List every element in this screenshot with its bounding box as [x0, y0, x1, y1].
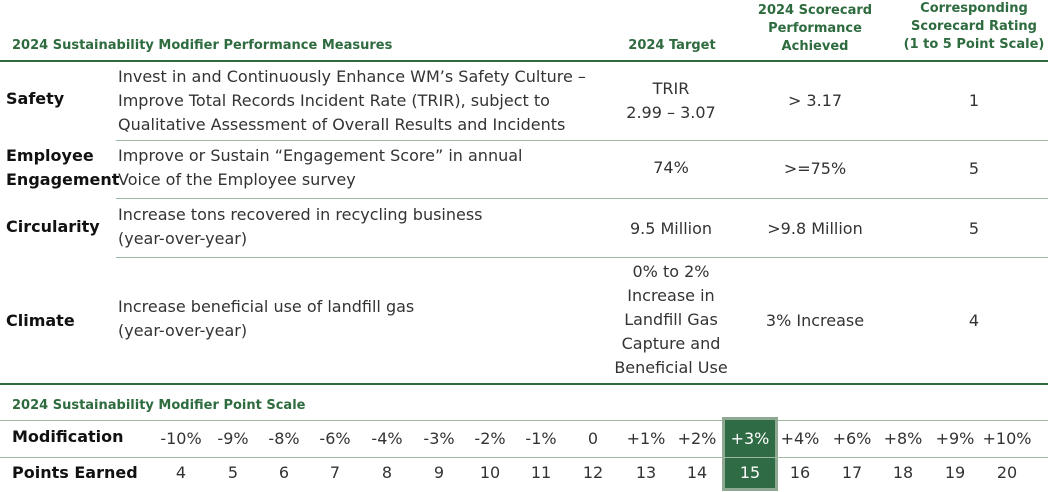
target-value: 0% to 2% Increase in Landfill Gas Captur… — [604, 260, 738, 380]
modification-value: -3% — [423, 429, 455, 448]
section-divider — [0, 383, 1048, 385]
category-line: Engagement — [6, 170, 120, 189]
row-divider — [116, 198, 1048, 199]
category-line: Employee — [6, 146, 94, 165]
points-value: 5 — [227, 463, 239, 482]
description-line: Invest in and Continuously Enhance WM’s … — [118, 67, 586, 86]
performance-header-line: Achieved — [781, 39, 849, 54]
performance-header: 2024 Scorecard Performance Achieved — [748, 2, 882, 56]
measure-description: Invest in and Continuously Enhance WM’s … — [118, 65, 618, 137]
performance-value: 3% Increase — [765, 311, 865, 330]
points-value: 20 — [996, 463, 1018, 482]
category-label: Safety — [6, 89, 65, 108]
rating-header-line: (1 to 5 Point Scale) — [903, 37, 1045, 52]
description-line: (year-over-year) — [118, 321, 248, 340]
modification-value: +1% — [626, 429, 666, 448]
description-line: Increase tons recovered in recycling bus… — [118, 205, 483, 224]
description-line: Increase beneficial use of landfill gas — [118, 297, 415, 316]
points-value: 15 — [739, 463, 761, 482]
rating-value: 1 — [968, 91, 980, 110]
description-line: Improve Total Records Incident Rate (TRI… — [118, 91, 550, 110]
scale-divider — [0, 420, 1048, 421]
points-value: 13 — [635, 463, 657, 482]
points-value: 4 — [175, 463, 187, 482]
points-value: 12 — [582, 463, 604, 482]
category-label: Circularity — [6, 217, 100, 236]
performance-value: > 3.17 — [787, 91, 843, 110]
modification-label: Modification — [12, 427, 124, 446]
points-value: 11 — [530, 463, 552, 482]
measure-description: Increase beneficial use of landfill gas … — [118, 295, 618, 343]
points-value: 16 — [789, 463, 811, 482]
target-line: 0% to 2% — [632, 262, 710, 281]
modification-value: -2% — [474, 429, 506, 448]
points-value: 6 — [278, 463, 290, 482]
performance-value: >9.8 Million — [767, 219, 863, 238]
performance-header-line: 2024 Scorecard — [757, 3, 873, 18]
modification-value: +2% — [677, 429, 717, 448]
rating-value: 5 — [968, 159, 980, 178]
scale-divider — [0, 457, 1048, 458]
performance-header-line: Performance — [768, 21, 862, 36]
rating-header: Corresponding Scorecard Rating (1 to 5 P… — [900, 0, 1048, 54]
points-value: 19 — [944, 463, 966, 482]
target-value: TRIR 2.99 – 3.07 — [604, 77, 738, 125]
modification-value: +8% — [883, 429, 923, 448]
description-line: Improve or Sustain “Engagement Score” in… — [118, 146, 523, 165]
rating-value: 4 — [968, 311, 980, 330]
points-earned-row: 4 5 6 7 8 9 10 11 12 13 14 15 16 17 18 19 20 — [150, 458, 1040, 488]
modification-value: -9% — [217, 429, 249, 448]
target-value: 9.5 Million — [629, 219, 713, 238]
rating-header-line: Corresponding — [920, 1, 1028, 16]
performance-value: >=75% — [783, 159, 847, 178]
modification-value: +9% — [935, 429, 975, 448]
target-line: Capture and — [621, 334, 721, 353]
modification-value: -1% — [525, 429, 557, 448]
points-value: 17 — [841, 463, 863, 482]
points-value: 7 — [329, 463, 341, 482]
points-value: 18 — [892, 463, 914, 482]
target-line: 2.99 – 3.07 — [626, 103, 716, 122]
measures-header: 2024 Sustainability Modifier Performance… — [12, 38, 393, 53]
header-divider — [0, 60, 1048, 62]
measure-description: Improve or Sustain “Engagement Score” in… — [118, 144, 618, 192]
target-value: 74% — [653, 158, 689, 177]
target-line: Beneficial Use — [614, 358, 728, 377]
highlighted-column — [722, 417, 778, 491]
category-label: Employee Engagement — [6, 144, 119, 192]
row-divider — [116, 257, 1048, 258]
point-scale-title: 2024 Sustainability Modifier Point Scale — [12, 398, 306, 413]
target-line: Landfill Gas — [624, 310, 718, 329]
description-line: Voice of the Employee survey — [118, 170, 356, 189]
category-label: Climate — [6, 311, 75, 330]
row-divider — [116, 140, 1048, 141]
rating-header-line: Scorecard Rating — [911, 19, 1037, 34]
modification-value: +10% — [982, 429, 1032, 448]
points-value: 14 — [686, 463, 708, 482]
target-line: Increase in — [627, 286, 715, 305]
target-line: TRIR — [652, 79, 690, 98]
modification-row: -10% -9% -8% -6% -4% -3% -2% -1% 0 +1% +2% +3% +4% +6… — [150, 424, 1040, 454]
modification-value: -10% — [160, 429, 202, 448]
description-line: Qualitative Assessment of Overall Result… — [118, 115, 566, 134]
modification-value: -8% — [268, 429, 300, 448]
modification-value: -4% — [371, 429, 403, 448]
points-earned-label: Points Earned — [12, 463, 138, 482]
description-line: (year-over-year) — [118, 229, 248, 248]
points-value: 10 — [479, 463, 501, 482]
modification-value: +6% — [832, 429, 872, 448]
target-header: 2024 Target — [628, 38, 716, 53]
measure-description: Increase tons recovered in recycling bus… — [118, 203, 618, 251]
rating-value: 5 — [968, 219, 980, 238]
points-value: 8 — [381, 463, 393, 482]
modification-value: +4% — [780, 429, 820, 448]
modification-value: 0 — [587, 429, 599, 448]
modification-value: +3% — [730, 429, 770, 448]
points-value: 9 — [433, 463, 445, 482]
modification-value: -6% — [319, 429, 351, 448]
